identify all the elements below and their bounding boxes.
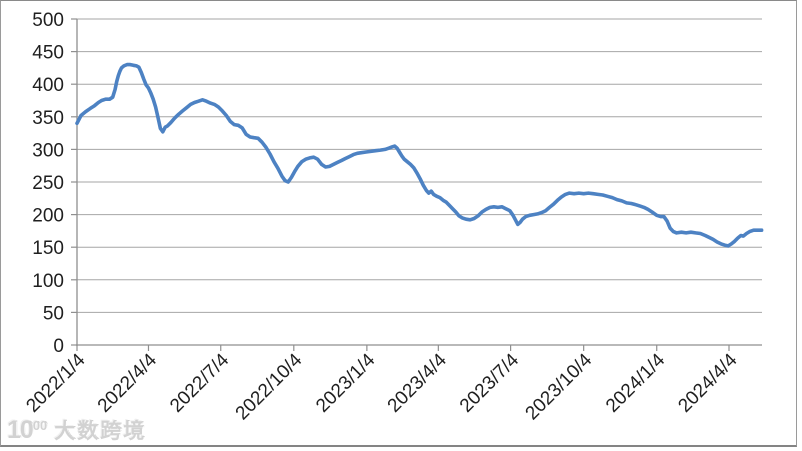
x-axis-label: 2024/1/4 bbox=[602, 349, 669, 416]
y-axis-label: 300 bbox=[32, 140, 64, 161]
watermark-text: 大数跨境 bbox=[54, 420, 147, 443]
x-axis-label: 2023/4/4 bbox=[384, 349, 451, 416]
y-axis-label: 350 bbox=[32, 108, 64, 129]
y-axis-label: 250 bbox=[32, 173, 64, 194]
watermark: 1000 大数跨境 bbox=[7, 418, 146, 443]
x-axis-label: 2022/7/4 bbox=[166, 349, 233, 416]
x-axis-label: 2022/1/4 bbox=[22, 349, 89, 416]
data-series-line bbox=[75, 62, 764, 248]
y-axis-label: 200 bbox=[32, 206, 64, 227]
x-axis-label: 2022/10/4 bbox=[232, 349, 307, 424]
watermark-logo-base: 10 bbox=[7, 416, 34, 444]
y-axis-label: 0 bbox=[53, 336, 64, 357]
x-axis-label: 2023/10/4 bbox=[522, 349, 597, 424]
x-axis-label: 2022/4/4 bbox=[94, 349, 161, 416]
x-axis-label: 2024/4/4 bbox=[674, 349, 741, 416]
y-axis-label: 450 bbox=[32, 43, 64, 64]
y-axis-label: 50 bbox=[43, 303, 64, 324]
watermark-logo-sup: 00 bbox=[32, 418, 48, 433]
y-axis-label: 400 bbox=[32, 75, 64, 96]
y-axis-label: 100 bbox=[32, 271, 64, 292]
watermark-logo-icon: 1000 bbox=[7, 418, 47, 443]
x-axis-label: 2023/1/4 bbox=[312, 349, 379, 416]
y-axis-label: 150 bbox=[32, 238, 64, 259]
y-axis-label: 500 bbox=[32, 10, 64, 31]
x-axis-label: 2023/7/4 bbox=[456, 349, 523, 416]
